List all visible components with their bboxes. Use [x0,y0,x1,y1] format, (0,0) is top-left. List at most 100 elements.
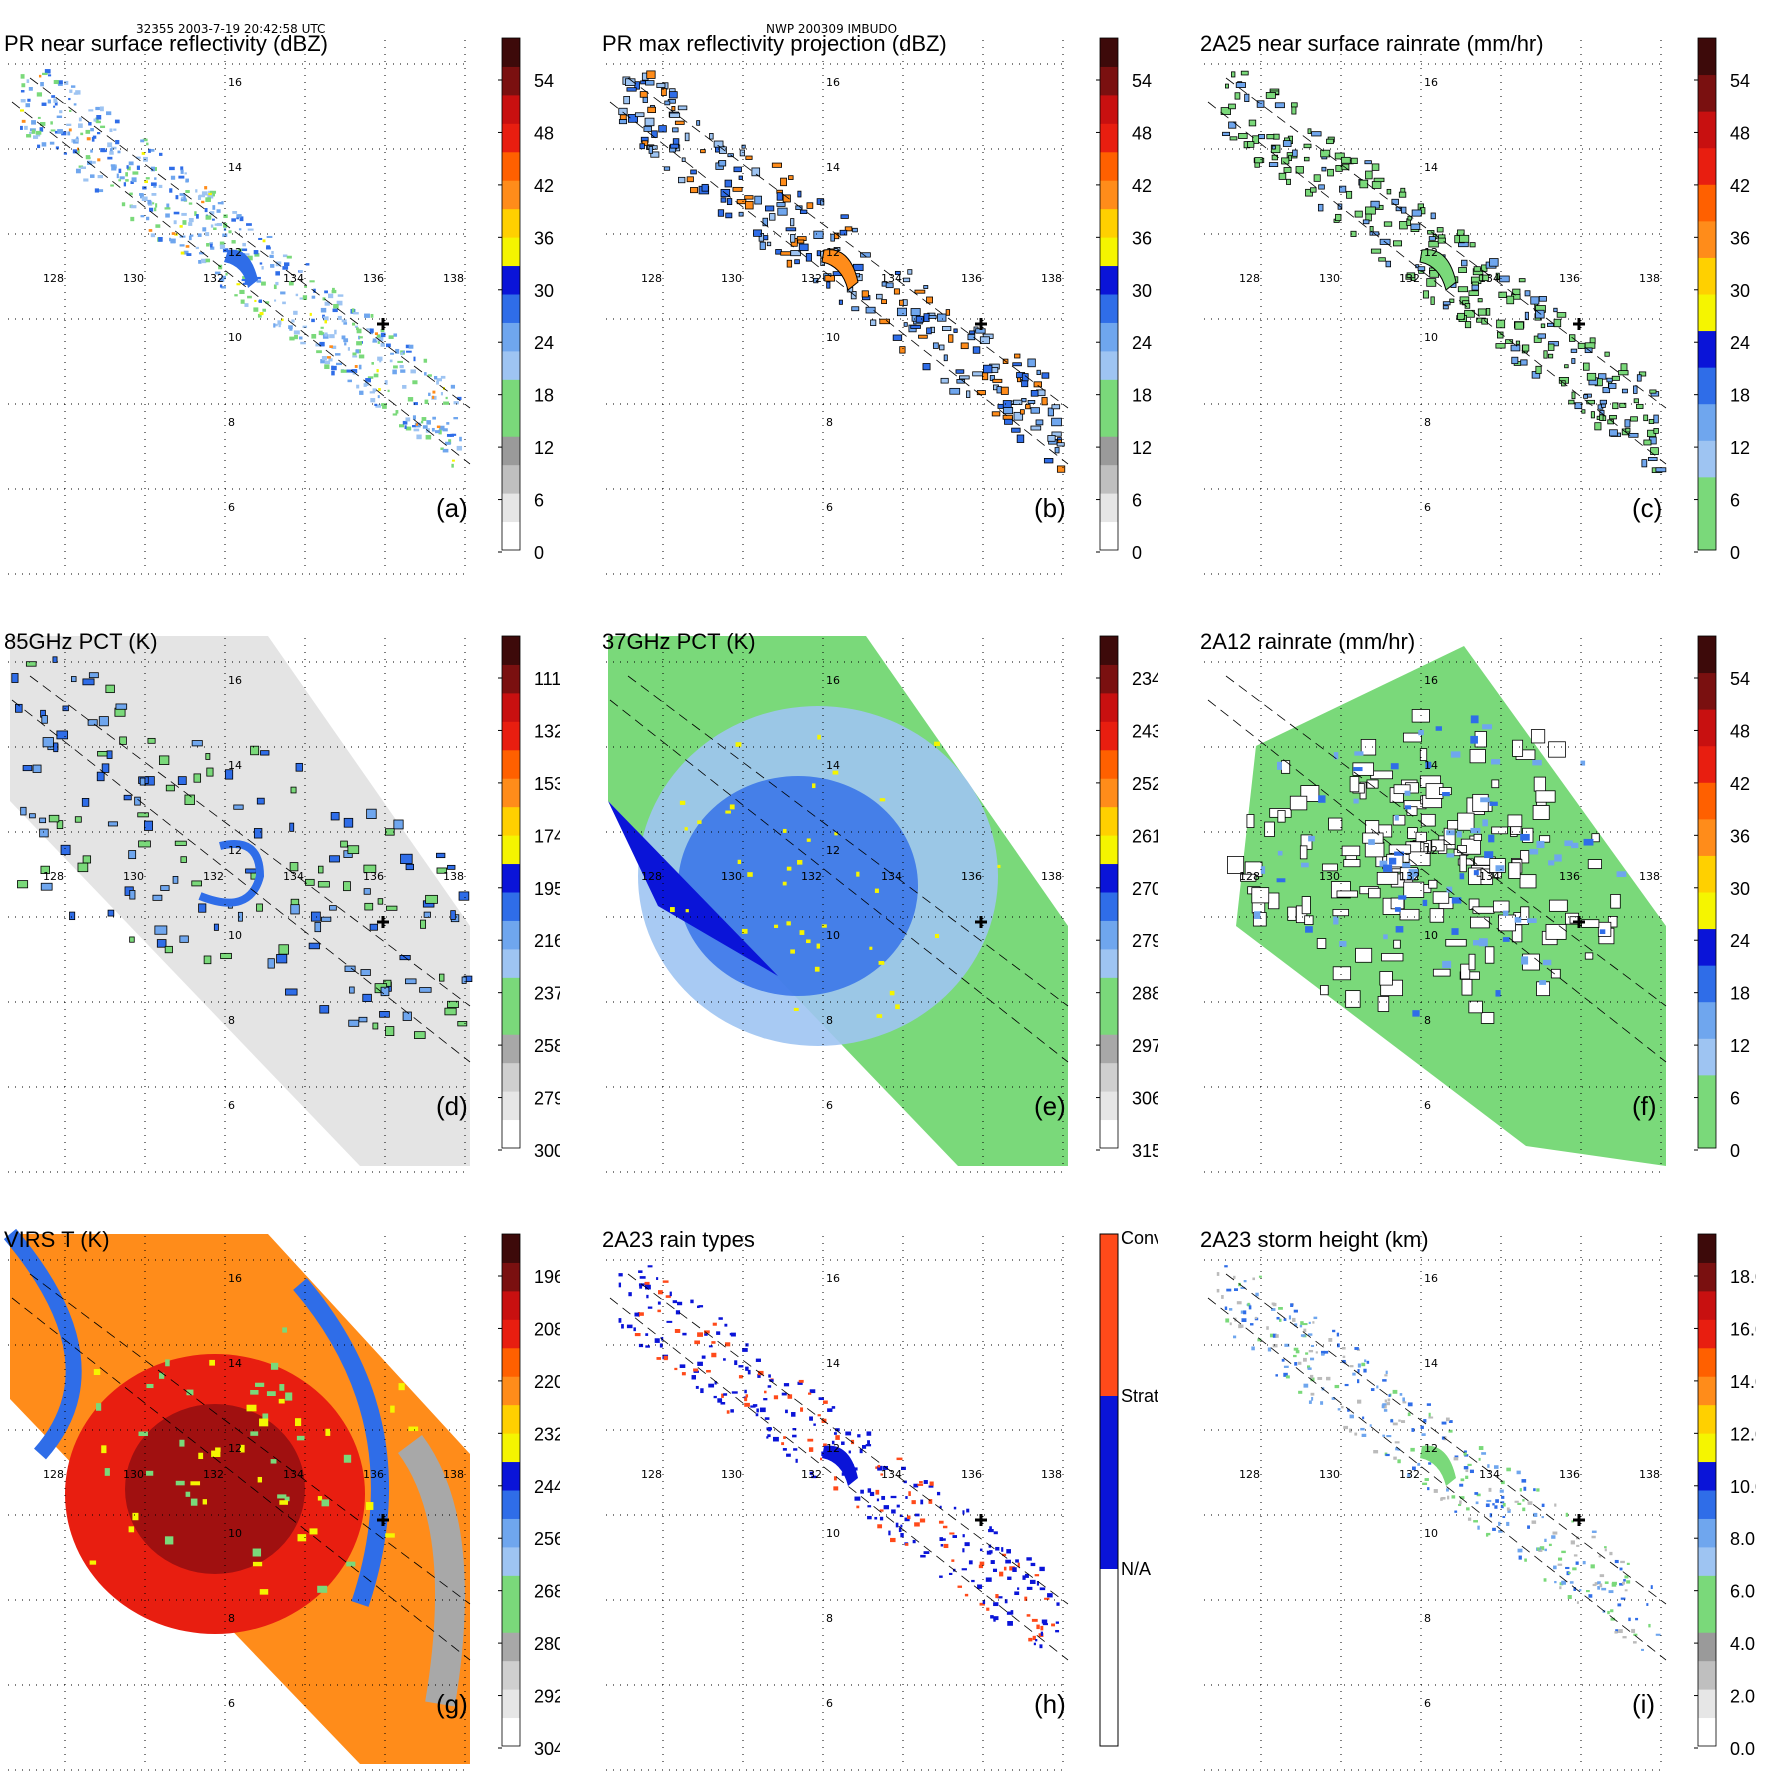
colorbar-segment [1698,1234,1716,1263]
lon-tick-label: 136 [961,1468,982,1481]
colorbar-segment [1100,1234,1118,1396]
colorbar-segment [502,464,520,494]
colorbar-tick-label: 6 [1730,491,1740,511]
lat-tick-label: 16 [1424,1272,1438,1285]
colorbar-tick-label: 280 [534,1634,560,1654]
lon-tick-label: 138 [1639,1468,1660,1481]
colorbar-segment [1100,38,1118,67]
colorbar-segment [502,151,520,181]
map-plot-f: 128 130 132 134 136 138 16 14 12 10 8 6 54 48 42 36 30 24… [1204,635,1750,1173]
colorbar-tick-label: 6.0 [1730,1582,1755,1602]
lat-tick-label: 10 [1424,331,1438,344]
lon-tick-label: 134 [881,870,902,883]
colorbar-segment [1698,111,1716,149]
lat-tick-label: 16 [826,674,840,687]
colorbar-segment [1698,1111,1716,1149]
map-plot-e: 128 130 132 134 136 138 16 14 12 10 8 6 234 243 252 261… [606,635,1158,1173]
colorbar-tick-label: 306 [1132,1089,1158,1109]
colorbar-segment [1698,367,1716,405]
lon-tick-label: 132 [203,870,224,883]
lon-tick-label: 130 [721,272,742,285]
panel-label: (c) [1632,493,1663,523]
colorbar-tick-label: 48 [534,123,554,143]
lon-tick-label: 132 [1399,870,1420,883]
lon-tick-label: 132 [203,272,224,285]
panel-b: 128 130 132 134 136 138 16 14 12 10 8 6 54 48 42 36 30 24… [598,28,1158,588]
colorbar-segment [1100,863,1118,893]
lon-tick-label: 130 [721,1468,742,1481]
panel-label: (a) [436,493,468,523]
storm-center-marker [975,1514,987,1526]
colorbar-tick-label: 256 [534,1529,560,1549]
colorbar-segment [1100,94,1118,124]
colorbar-segment [502,1119,520,1149]
colorbar-tick-label: 54 [1132,71,1152,91]
panel-label: (f) [1632,1091,1657,1121]
colorbar-tick-label: 304 [534,1739,560,1759]
lon-tick-label: 132 [801,870,822,883]
panel-g: 128 130 132 134 136 138 16 14 12 10 8 6 196 208 220 232… [0,1224,560,1784]
colorbar-segment [502,407,520,437]
lat-tick-label: 16 [228,76,242,89]
map-plot-i: 128 130 132 134 136 138 16 14 12 10 8 6 18.0 16.0 14.0… [1204,1233,1756,1771]
colorbar-segment [1100,208,1118,238]
colorbar-segment [502,521,520,551]
colorbar-segment [1698,1404,1716,1434]
colorbar-segment [1698,1603,1716,1633]
colorbar-segment [1698,1689,1716,1719]
panel-title: 2A23 storm height (km) [1200,1227,1429,1252]
lon-tick-label: 134 [1479,1468,1500,1481]
lon-tick-label: 136 [1559,1468,1580,1481]
colorbar-tick-label: 36 [534,228,554,248]
storm-center-marker [975,916,987,928]
colorbar-segment [1100,1119,1118,1149]
graticule: 128 130 132 134 136 138 16 14 12 10 8 6 [606,1236,1069,1771]
colorbar-segment [502,322,520,352]
colorbar-tick-label: 24 [1730,333,1750,353]
colorbar-segment [1100,464,1118,494]
lat-tick-label: 12 [1424,1442,1438,1455]
lat-tick-label: 14 [228,161,242,174]
lon-tick-label: 130 [123,1468,144,1481]
lon-tick-label: 132 [801,1468,822,1481]
colorbar-segment [502,1034,520,1064]
colorbar-segment [502,636,520,665]
lat-tick-label: 10 [826,1527,840,1540]
colorbar-tick-label: 36 [1730,228,1750,248]
colorbar-tick-label: 0 [534,543,544,563]
lon-tick-label: 132 [203,1468,224,1481]
colorbar-segment [502,1632,520,1662]
colorbar-tick-label: 42 [1730,774,1750,794]
lon-tick-label: 132 [1399,272,1420,285]
colorbar-segment [502,1319,520,1349]
colorbar-segment [1698,257,1716,295]
panel-e: 128 130 132 134 136 138 16 14 12 10 8 6 234 243 252 261… [598,626,1158,1186]
lat-tick-label: 16 [1424,76,1438,89]
colorbar-segment [1698,440,1716,478]
colorbar-segment [1698,1001,1716,1039]
colorbar-segment [502,806,520,836]
map-plot-b: 128 130 132 134 136 138 16 14 12 10 8 6 54 48 42 36 30 24… [606,37,1152,575]
colorbar-segment [1698,928,1716,966]
colorbar-segment [1100,322,1118,352]
colorbar-tick-label: 208 [534,1319,560,1339]
colorbar-tick-label: 12.0 [1730,1424,1756,1444]
colorbar-tick-label: 300 [534,1141,560,1161]
colorbar-tick-label: 252 [1132,774,1158,794]
lon-tick-label: 136 [363,272,384,285]
lat-tick-label: 16 [1424,674,1438,687]
colorbar-segment [502,123,520,153]
colorbar-segment [1100,350,1118,380]
colorbar-segment [1100,407,1118,437]
lon-tick-label: 136 [363,1468,384,1481]
colorbar-tick-label: 18 [534,386,554,406]
colorbar: 54 48 42 36 30 24 18 12 6 0 [498,37,554,563]
colorbar-segment [1100,1396,1118,1569]
colorbar-segment [1698,745,1716,783]
colorbar-segment [1698,476,1716,514]
colorbar-tick-label: 36 [1132,228,1152,248]
colorbar-segment [1100,778,1118,808]
lat-tick-label: 14 [826,1357,840,1370]
lon-tick-label: 132 [1399,1468,1420,1481]
lon-tick-label: 134 [1479,272,1500,285]
